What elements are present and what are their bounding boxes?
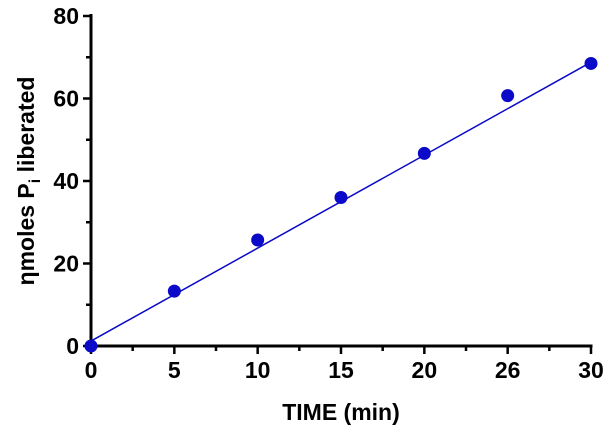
data-point (584, 56, 598, 70)
data-point (417, 146, 431, 160)
x-tick-label: 20 (412, 357, 438, 383)
x-tick-label: 15 (328, 357, 354, 383)
x-tick-label: 5 (168, 357, 181, 383)
data-point (334, 191, 348, 204)
x-tick-label: 30 (578, 357, 604, 383)
x-axis-label: TIME (min) (282, 399, 400, 425)
y-tick-label: 80 (53, 3, 79, 29)
data-point (84, 339, 98, 353)
x-tick-label: 10 (245, 357, 271, 383)
data-point (167, 284, 181, 298)
data-point (251, 233, 265, 247)
axes: 0 20 40 60 80 0 5 10 15 20 26 30 (53, 3, 603, 383)
y-axis-label-subscript: i (27, 179, 44, 183)
y-axis-label-main: ηmoles P (13, 183, 39, 285)
y-tick-label: 40 (53, 168, 79, 194)
x-tick-label: 0 (85, 357, 98, 383)
data-point (501, 89, 515, 103)
y-axis-label: ηmoles Pi liberated (13, 77, 44, 286)
y-tick-label: 20 (53, 251, 79, 277)
data-points (84, 56, 598, 353)
x-tick-label: 26 (495, 357, 521, 383)
y-tick-label: 0 (66, 333, 79, 359)
y-tick-label: 60 (53, 86, 79, 112)
y-axis-label-suffix: liberated (13, 77, 39, 179)
